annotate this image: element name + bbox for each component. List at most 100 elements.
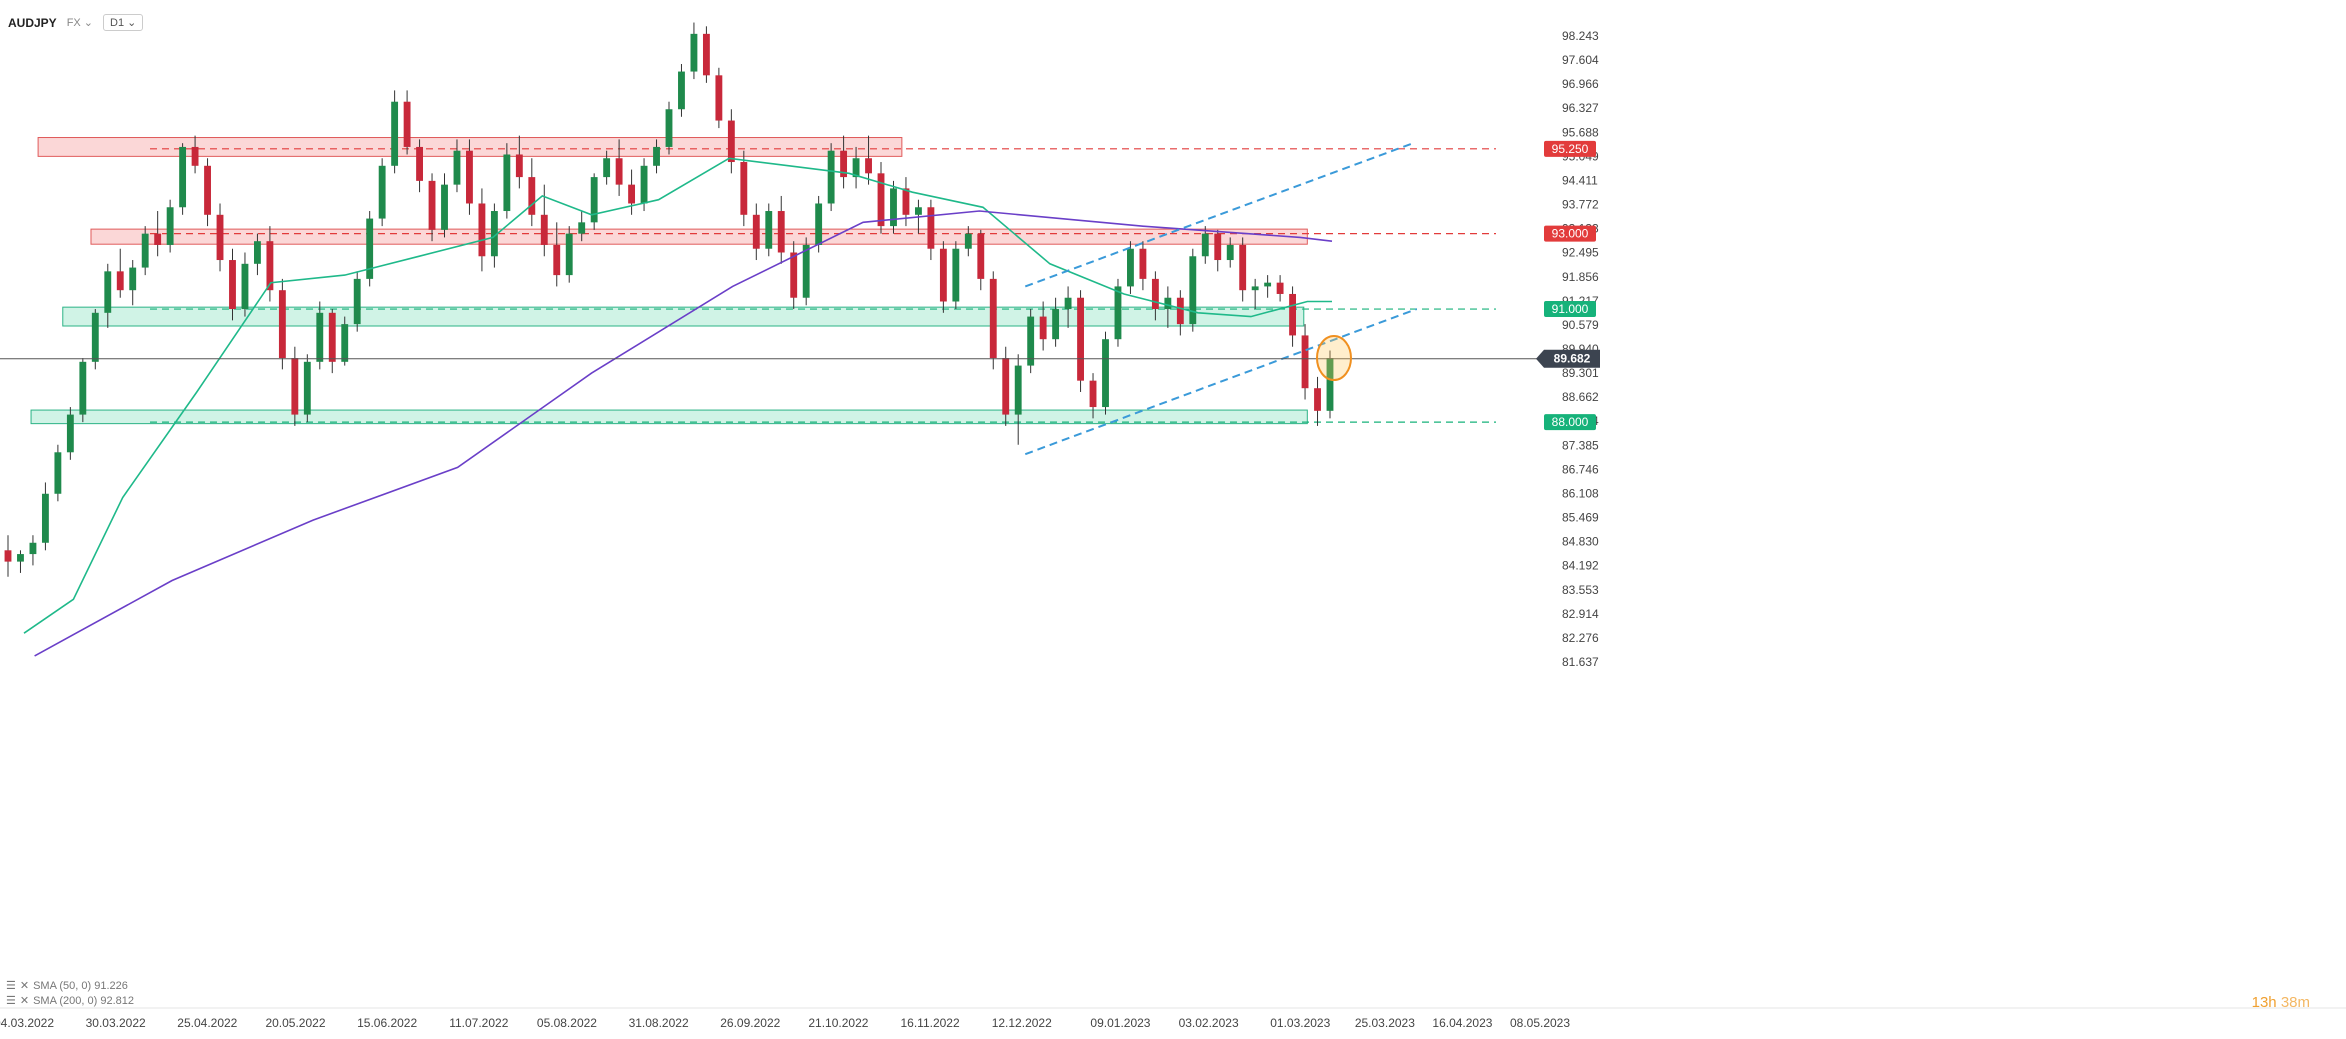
candle-body <box>1201 233 1209 257</box>
candle-body <box>328 312 336 362</box>
y-tick-label: 86.746 <box>1562 462 1599 476</box>
x-tick-label: 03.02.2023 <box>1179 1016 1239 1030</box>
candle-body <box>1002 358 1010 415</box>
candle-body <box>191 146 199 166</box>
x-tick-label: 16.04.2023 <box>1432 1016 1492 1030</box>
x-tick-label: 05.08.2022 <box>537 1016 597 1030</box>
x-tick-label: 08.05.2023 <box>1510 1016 1570 1030</box>
sma200-line <box>34 210 1333 657</box>
candle-body <box>865 158 872 174</box>
candle-body <box>578 222 586 234</box>
candle-body <box>890 188 897 227</box>
x-tick-label: 09.01.2023 <box>1090 1016 1150 1030</box>
candle-body <box>553 244 561 276</box>
candle-body <box>204 165 211 215</box>
close-icon[interactable]: ✕ <box>19 980 30 992</box>
candle-body <box>1114 286 1122 340</box>
market-label[interactable]: FX ⌄ <box>66 17 94 29</box>
sma-layer <box>23 157 1333 657</box>
x-tick-label: 12.12.2022 <box>992 1016 1052 1030</box>
candle-body <box>66 414 74 453</box>
timeframe-select[interactable]: D1 ⌄ <box>103 14 144 31</box>
y-tick-label: 96.327 <box>1562 101 1599 115</box>
trendline-0 <box>1024 142 1414 288</box>
candle-body <box>590 177 598 223</box>
settings-icon[interactable]: ☰ <box>6 980 16 992</box>
candle-body <box>466 150 473 204</box>
x-tick-label: 11.07.2022 <box>449 1016 508 1030</box>
x-tick-label: 26.09.2022 <box>720 1016 780 1030</box>
candle-body <box>702 33 710 76</box>
candle-body <box>515 154 523 178</box>
candle-body <box>241 263 249 310</box>
candle-body <box>1064 297 1072 310</box>
candle-body <box>765 211 773 249</box>
countdown-hours: 13h <box>2251 994 2277 1011</box>
legend-sma50-label: SMA (50, 0) 91.226 <box>33 980 128 992</box>
candle-body <box>453 150 461 185</box>
candle-body <box>428 180 436 230</box>
zone-3 <box>30 409 1308 425</box>
level-tag <box>1544 225 1596 242</box>
candle-body <box>528 177 536 215</box>
candle-body <box>640 165 648 204</box>
candle-body <box>1264 282 1272 287</box>
settings-icon[interactable]: ☰ <box>6 995 16 1007</box>
candle-body <box>902 188 910 215</box>
candle-body <box>615 158 623 185</box>
countdown-minutes: 38m <box>2280 994 2310 1011</box>
y-tick-label: 92.495 <box>1562 246 1599 260</box>
candle-body <box>1314 388 1321 411</box>
candle-body <box>403 101 411 147</box>
candle-body <box>129 267 137 291</box>
candle-body <box>1289 293 1297 336</box>
level-tag <box>1544 301 1596 318</box>
y-tick-label: 98.243 <box>1562 29 1599 43</box>
candle-body <box>490 211 498 257</box>
candle-body <box>1189 256 1197 325</box>
level-tag-label: 88.000 <box>1552 415 1589 429</box>
candle-body <box>391 101 399 166</box>
candle-body <box>827 150 835 204</box>
legend-sma200[interactable]: ☰ ✕ SMA (200, 0) 92.812 <box>6 994 134 1009</box>
y-tick-label: 96.966 <box>1562 77 1599 91</box>
candle-body <box>4 550 12 562</box>
candle-body <box>478 203 486 257</box>
symbol-label[interactable]: AUDJPY <box>8 15 57 30</box>
candle-body <box>1301 335 1309 389</box>
y-tick-label: 82.914 <box>1562 607 1599 621</box>
candle-body <box>1214 233 1222 261</box>
y-tick-label: 88.662 <box>1562 390 1599 404</box>
candle-body <box>977 233 985 279</box>
candle-body <box>1151 278 1159 310</box>
candle-body <box>141 233 149 268</box>
candle-body <box>1014 365 1022 415</box>
x-tick-label: 30.03.2022 <box>86 1016 146 1030</box>
candle-body <box>1239 244 1247 291</box>
candle-body <box>441 184 448 230</box>
highlight-layer <box>1315 335 1352 382</box>
candle-body <box>1326 358 1334 411</box>
legend-sma200-label: SMA (200, 0) 92.812 <box>33 995 134 1007</box>
chart-header: AUDJPY FX ⌄ D1 ⌄ <box>8 14 144 31</box>
candle-body <box>229 260 236 310</box>
indicator-legend: ☰ ✕ SMA (50, 0) 91.226 ☰ ✕ SMA (200, 0) … <box>6 979 134 1009</box>
candle-body <box>341 324 349 362</box>
candle-body <box>877 173 885 227</box>
y-tick-label: 83.553 <box>1562 583 1599 597</box>
candle-body <box>740 162 748 215</box>
candle-body <box>939 248 947 302</box>
legend-sma50[interactable]: ☰ ✕ SMA (50, 0) 91.226 <box>6 979 134 994</box>
highlight-ellipse <box>1315 335 1352 382</box>
x-tick-label: 20.05.2022 <box>265 1016 325 1030</box>
close-icon[interactable]: ✕ <box>19 995 30 1007</box>
candle-body <box>1226 244 1234 261</box>
x-tick-label: 04.03.2022 <box>0 1016 54 1030</box>
candle-body <box>166 207 174 245</box>
candle-body <box>154 233 162 245</box>
level-tag <box>1544 414 1596 431</box>
candle-body <box>628 184 636 204</box>
y-tick-label: 82.276 <box>1562 631 1599 645</box>
y-tick-label: 85.469 <box>1562 511 1599 525</box>
